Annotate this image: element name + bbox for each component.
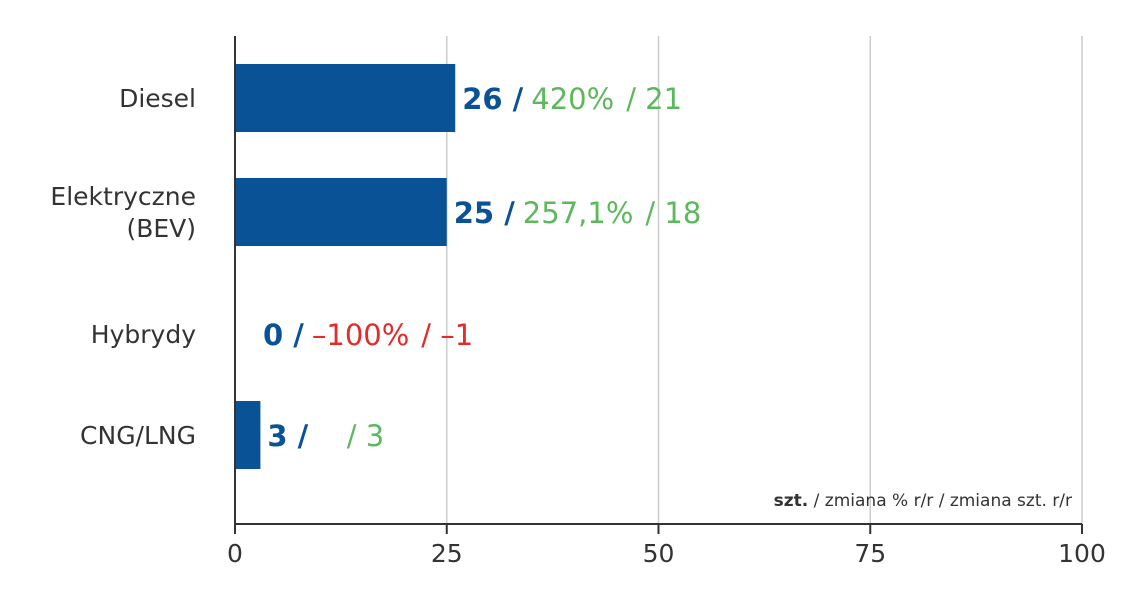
value-label-1: 25 / — [454, 196, 515, 230]
data-label-0: 26 /420% / 21 — [462, 82, 682, 116]
data-label-3: 3 / / 3 — [267, 419, 384, 453]
x-tick-label-0: 0 — [227, 539, 243, 568]
unit-change-label-3: / 3 — [347, 419, 384, 453]
category-labels: Diesel Elektryczne (BEV) Hybrydy CNG/LNG — [50, 84, 196, 450]
bar-1 — [235, 178, 447, 246]
pct-change-label-2: –100% — [312, 318, 409, 352]
x-tick-label-100: 100 — [1058, 539, 1106, 568]
data-label-1: 25 /257,1% / 18 — [454, 196, 702, 230]
bar-3 — [235, 401, 261, 469]
data-labels: 26 /420% / 21 25 /257,1% / 18 0 /–100% / –1 3 … — [263, 82, 701, 453]
category-label-1: Elektryczne (BEV) — [50, 182, 196, 243]
x-tick-labels: 0 25 50 75 100 — [227, 524, 1106, 568]
bar-0 — [235, 64, 456, 132]
value-label-2: 0 / — [263, 318, 304, 352]
unit-change-label-2: / –1 — [421, 318, 473, 352]
category-label-2: Hybrydy — [91, 320, 196, 349]
pct-change-label-3 — [316, 419, 334, 453]
value-label-0: 26 / — [462, 82, 523, 116]
category-label-3: CNG/LNG — [80, 421, 196, 450]
grid-lines — [446, 36, 1083, 524]
legend-note: szt. / zmiana % r/r / zmiana szt. r/r — [774, 491, 1072, 511]
legend-rest: / zmiana % r/r / zmiana szt. r/r — [808, 491, 1072, 511]
bars — [235, 64, 456, 469]
x-tick-label-75: 75 — [854, 539, 886, 568]
pct-change-label-1: 257,1% — [523, 196, 634, 230]
category-label-0: Diesel — [119, 84, 196, 113]
unit-change-label-1: / 18 — [645, 196, 701, 230]
pct-change-label-0: 420% — [531, 82, 614, 116]
x-tick-label-25: 25 — [431, 539, 463, 568]
value-label-3: 3 / — [267, 419, 308, 453]
x-tick-label-50: 50 — [643, 539, 675, 568]
data-label-2: 0 /–100% / –1 — [263, 318, 473, 352]
legend-unit: szt. — [774, 491, 809, 511]
unit-change-label-0: / 21 — [626, 82, 682, 116]
